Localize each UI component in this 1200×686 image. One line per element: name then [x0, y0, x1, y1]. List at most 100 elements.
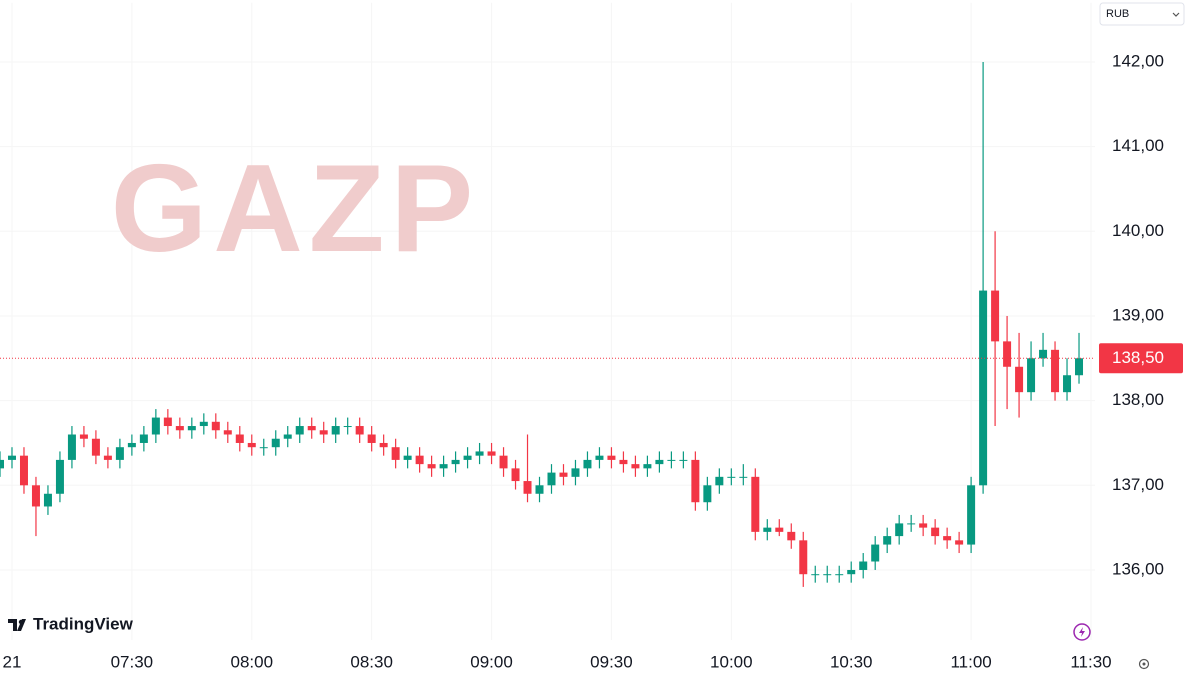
candle-body	[871, 544, 880, 562]
x-tick-label: 21	[3, 652, 22, 671]
candle-body	[859, 561, 868, 570]
candle-body	[451, 459, 460, 465]
y-tick-label: 138,00	[1112, 390, 1164, 409]
candle-body	[127, 442, 136, 448]
candle-body	[247, 442, 256, 448]
candle-body	[211, 421, 220, 431]
candle-body	[535, 485, 544, 494]
candle-body	[115, 447, 124, 460]
candle-body	[715, 476, 724, 486]
candle-body	[235, 434, 244, 443]
candle-body	[139, 434, 148, 443]
y-tick-label: 141,00	[1112, 136, 1164, 155]
lightning-button[interactable]	[1073, 623, 1091, 641]
x-tick-label: 07:30	[111, 652, 154, 671]
currency-select[interactable]: RUB	[1099, 2, 1185, 26]
last-price-label: 138,50	[1112, 348, 1164, 367]
candle-body	[343, 426, 352, 428]
candle-body	[739, 476, 748, 478]
x-tick-label: 10:30	[830, 652, 873, 671]
x-tick-label: 11:30	[1070, 652, 1111, 671]
logo-text[interactable]: TradingView	[33, 614, 134, 633]
x-tick-label: 08:30	[350, 652, 393, 671]
candle-body	[883, 536, 892, 545]
candle-body	[979, 290, 988, 486]
candle-body	[559, 472, 568, 477]
y-tick-label: 139,00	[1112, 305, 1164, 324]
candle-body	[511, 468, 520, 482]
settings-icon[interactable]	[1138, 658, 1150, 670]
candle-body	[931, 527, 940, 537]
candle-body	[823, 574, 832, 576]
logo-dot[interactable]	[18, 619, 24, 625]
candle-body	[1015, 366, 1024, 393]
candle-body	[691, 459, 700, 503]
candle-body	[1003, 341, 1012, 367]
x-tick-label: 11:00	[950, 652, 991, 671]
candle-body	[295, 426, 304, 435]
candle-body	[43, 493, 52, 507]
dropdown-arrow[interactable]	[1172, 12, 1180, 17]
candle-body	[655, 459, 664, 465]
candle-body	[523, 481, 532, 494]
candle-body	[391, 447, 400, 460]
settings-dot[interactable]	[1142, 662, 1146, 666]
candle-body	[31, 485, 40, 507]
currency-label[interactable]: RUB	[1106, 8, 1129, 20]
lightning-circle[interactable]	[1073, 623, 1091, 641]
candle-body	[775, 527, 784, 532]
candle-body	[991, 290, 1000, 342]
candle-body	[835, 574, 844, 576]
candle-body	[607, 455, 616, 460]
candle-body	[7, 455, 16, 460]
candle-body	[259, 447, 268, 449]
y-tick-label: 142,00	[1112, 51, 1164, 70]
candle-body	[1039, 349, 1048, 359]
candle-body	[283, 434, 292, 439]
candle-body	[367, 434, 376, 443]
y-tick-label: 136,00	[1112, 559, 1164, 578]
candle-body	[547, 472, 556, 486]
candle-body	[1063, 375, 1072, 393]
candle-body	[91, 438, 100, 456]
candle-body	[595, 455, 604, 460]
candle-body	[331, 426, 340, 435]
candle-body	[427, 464, 436, 469]
candle-body	[163, 417, 172, 427]
candle-body	[439, 464, 448, 469]
candle-body	[763, 527, 772, 532]
candle-body	[811, 574, 820, 576]
candle-body	[151, 417, 160, 435]
candle-body	[187, 426, 196, 431]
candle-body	[967, 485, 976, 545]
candle-body	[1051, 349, 1060, 393]
candle-body	[799, 540, 808, 575]
candle-body	[583, 459, 592, 469]
candle-body	[475, 451, 484, 456]
lightning-icon[interactable]	[1079, 627, 1085, 637]
candle-body	[667, 459, 676, 461]
candle-body	[643, 464, 652, 469]
watermark: GAZP	[111, 140, 479, 278]
candle-body	[847, 569, 856, 575]
logo[interactable]: TradingView	[8, 614, 134, 633]
candle-body	[727, 476, 736, 478]
candle-body	[919, 523, 928, 528]
settings-button[interactable]	[1138, 658, 1150, 670]
candle-body	[379, 442, 388, 448]
currency-box[interactable]	[1099, 2, 1185, 26]
candle-body	[463, 455, 472, 460]
candle-body	[943, 536, 952, 541]
x-tick-label: 09:30	[590, 652, 633, 671]
logo-mark[interactable]	[8, 619, 26, 631]
candle-body	[895, 523, 904, 537]
plot-area	[0, 2, 1095, 640]
candle-body	[307, 426, 316, 431]
candle-body	[487, 451, 496, 456]
candle-body	[55, 459, 64, 494]
y-tick-label: 140,00	[1112, 221, 1164, 240]
candle-body	[0, 459, 4, 469]
x-tick-label: 10:00	[710, 652, 753, 671]
